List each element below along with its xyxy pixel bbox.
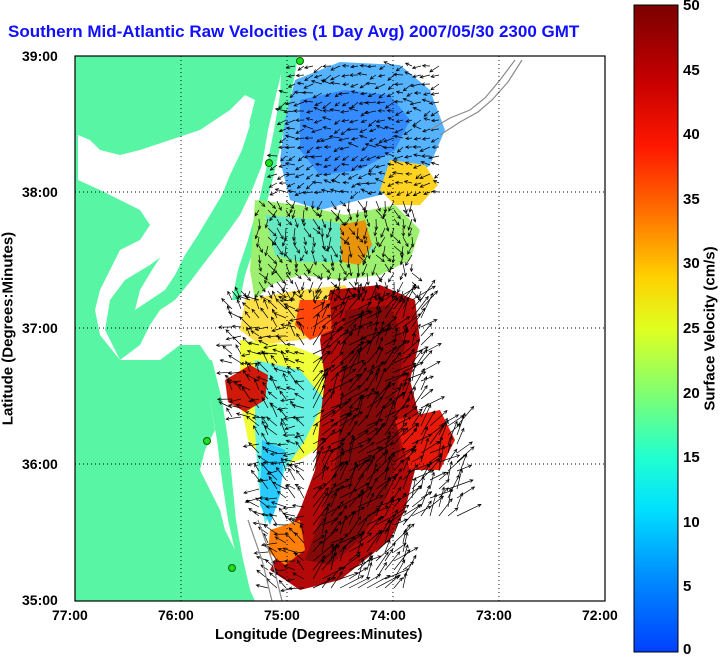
y-axis-label: Latitude (Degrees:Minutes): [0, 231, 17, 426]
colorbar-tick: 50: [683, 0, 700, 14]
map-grid: [75, 56, 605, 601]
radar-sites: [203, 57, 304, 572]
outer-banks: [205, 360, 250, 590]
chesapeake-bay: [135, 105, 250, 310]
radar-site-marker: [296, 57, 304, 65]
colorbar-tick: 0: [683, 641, 692, 658]
colorbar-tick: 20: [683, 385, 700, 402]
x-tick-label: 75:00: [264, 607, 300, 623]
velocity-arrow-glyphs: [215, 61, 482, 593]
colorbar-tick: 35: [683, 191, 700, 208]
colorbar-tick: 45: [683, 62, 700, 79]
colorbar-tick: 40: [683, 126, 700, 143]
x-tick-label: 76:00: [158, 607, 194, 623]
delmarva-coast: [232, 56, 298, 300]
x-tick-label: 77:00: [52, 607, 88, 623]
colorbar: [633, 4, 679, 653]
colorbar-tick: 15: [683, 449, 700, 466]
y-tick-label: 37:00: [22, 320, 58, 336]
y-tick-label: 38:00: [22, 184, 58, 200]
radar-site-marker: [203, 437, 211, 445]
colorbar-tick: 25: [683, 320, 700, 337]
radar-site-marker: [228, 564, 236, 572]
bathymetry-contours: [247, 59, 523, 601]
radar-site-marker: [265, 159, 273, 167]
x-axis-label: Longitude (Degrees:Minutes): [215, 626, 423, 643]
velocity-arrows: [215, 61, 482, 593]
colorbar-label: Surface Velocity (cm/s): [701, 246, 719, 411]
colorbar-tick: 5: [683, 578, 692, 595]
x-tick-label: 72:00: [582, 607, 618, 623]
land-mainland: [75, 56, 282, 601]
x-tick-label: 74:00: [370, 607, 406, 623]
colorbar-tick: 30: [683, 255, 700, 272]
colorbar-tick: 10: [683, 514, 700, 531]
x-tick-label: 73:00: [476, 607, 512, 623]
y-tick-label: 39:00: [22, 48, 58, 64]
figure-title: Southern Mid-Atlantic Raw Velocities (1 …: [8, 22, 580, 41]
plot-frame: [74, 55, 606, 602]
y-tick-label: 35:00: [22, 592, 58, 608]
y-tick-label: 36:00: [22, 456, 58, 472]
